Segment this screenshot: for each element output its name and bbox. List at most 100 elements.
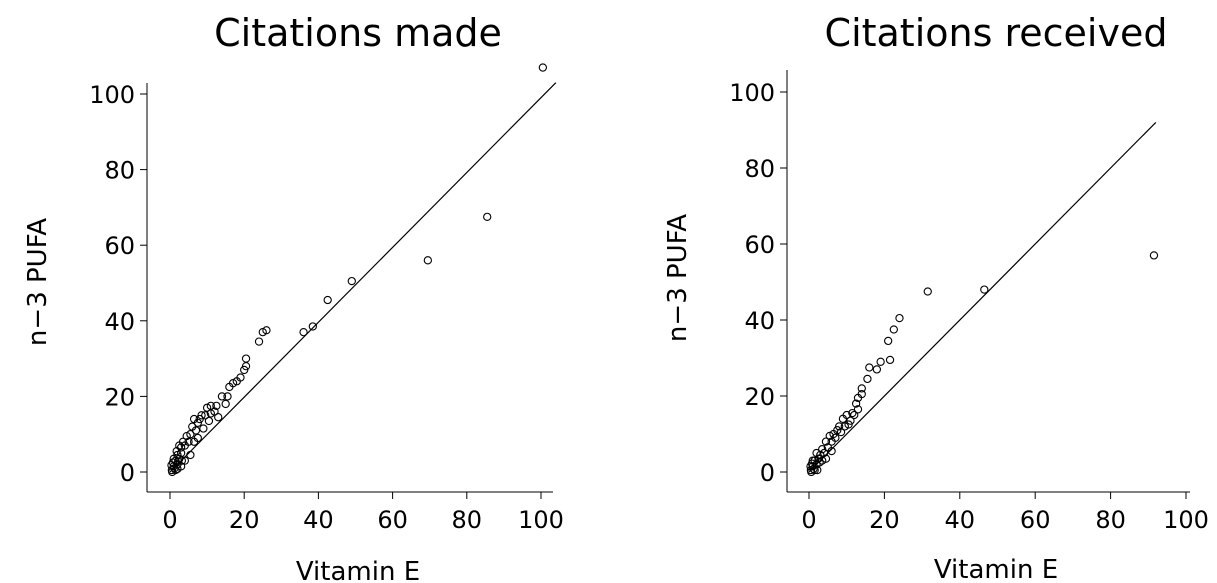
axes: 0 20 40 60 80 100 0 20 40 60 80 100 — [89, 81, 564, 534]
data-point — [884, 336, 893, 346]
chart-title: Citations received — [825, 11, 1168, 55]
y-tick-label: 80 — [744, 155, 775, 183]
y-tick-label: 20 — [104, 383, 135, 411]
x-tick-label: 0 — [162, 506, 177, 534]
data-point — [848, 408, 857, 418]
y-tick-label: 0 — [120, 459, 135, 487]
data-point — [865, 363, 874, 372]
data-point — [836, 427, 846, 437]
data-point — [241, 362, 251, 371]
x-axis-label: Vitamin E — [296, 557, 420, 583]
chart-title: Citations made — [214, 11, 502, 55]
data-point — [538, 63, 548, 72]
data-point — [347, 276, 356, 286]
x-tick-label: 20 — [229, 506, 260, 534]
data-point — [240, 365, 249, 375]
data-point — [217, 392, 227, 401]
data-point — [853, 393, 863, 403]
data-point — [863, 374, 872, 384]
data-point — [885, 355, 895, 365]
y-axis-label: n−3 PUFA — [23, 218, 53, 346]
x-tick-label: 100 — [518, 506, 564, 534]
data-point — [815, 458, 824, 467]
data-point — [189, 414, 199, 424]
data-point — [191, 426, 201, 435]
points-group — [806, 251, 1159, 477]
x-tick-label: 40 — [945, 506, 976, 534]
data-point — [193, 433, 202, 443]
data-point — [876, 357, 885, 366]
data-point — [223, 392, 232, 401]
fit-line — [808, 121, 1157, 473]
fit-line-group — [808, 121, 1157, 473]
data-point — [850, 410, 859, 420]
y-axis-label: n−3 PUFA — [663, 214, 693, 342]
data-point — [851, 399, 861, 408]
data-point — [172, 447, 181, 456]
data-point — [308, 322, 317, 331]
data-point — [821, 437, 831, 446]
data-point — [241, 354, 251, 363]
data-point — [840, 422, 849, 431]
data-point — [202, 403, 212, 412]
y-tick-label: 60 — [104, 232, 135, 260]
x-tick-label: 40 — [303, 506, 334, 534]
x-tick-label: 20 — [869, 506, 900, 534]
data-point — [857, 384, 866, 393]
chart-citations-made: Citations made Vitamin E n−3 PUFA 0 20 40 6… — [23, 11, 564, 583]
data-point — [186, 450, 195, 460]
data-point — [853, 405, 863, 414]
y-tick-label: 40 — [744, 307, 775, 335]
chart-citations-received: Citations received Vitamin E n−3 PUFA 0 2… — [663, 11, 1209, 583]
data-point — [813, 465, 822, 475]
y-tick-label: 80 — [104, 157, 135, 185]
data-point — [199, 424, 208, 433]
data-point — [201, 411, 210, 420]
data-point — [827, 446, 836, 456]
y-tick-label: 100 — [89, 81, 135, 109]
data-point — [258, 327, 267, 337]
data-point — [806, 462, 815, 471]
x-tick-label: 80 — [1095, 506, 1126, 534]
y-tick-label: 0 — [760, 459, 775, 487]
data-point — [254, 337, 264, 346]
data-point — [176, 462, 186, 471]
y-tick-label: 20 — [744, 383, 775, 411]
data-point — [323, 295, 332, 305]
x-tick-label: 60 — [377, 506, 408, 534]
axes: 0 20 40 60 80 100 0 20 40 60 80 100 — [729, 70, 1209, 534]
data-point — [923, 287, 932, 296]
data-point — [980, 285, 989, 294]
data-point — [838, 414, 848, 423]
data-point — [423, 256, 432, 265]
data-point — [812, 448, 821, 458]
y-tick-label: 100 — [729, 79, 775, 107]
data-point — [846, 416, 855, 425]
points-group — [167, 63, 548, 477]
data-point — [895, 313, 904, 323]
data-point — [210, 407, 219, 416]
data-point — [197, 411, 206, 420]
fit-line — [169, 82, 557, 473]
data-point — [872, 365, 882, 374]
data-point — [299, 327, 308, 337]
x-tick-label: 80 — [452, 506, 483, 534]
data-point — [821, 454, 831, 463]
data-point — [212, 401, 221, 410]
data-point — [225, 382, 234, 392]
data-point — [831, 433, 840, 442]
data-point — [825, 431, 834, 441]
x-tick-label: 0 — [801, 506, 816, 534]
y-tick-label: 40 — [104, 308, 135, 336]
data-point — [214, 413, 223, 422]
data-point — [1149, 251, 1159, 260]
data-point — [182, 431, 191, 441]
x-tick-label: 60 — [1020, 506, 1051, 534]
data-point — [177, 456, 187, 465]
data-point — [807, 467, 816, 477]
y-tick-label: 60 — [744, 231, 775, 259]
data-point — [180, 456, 189, 465]
data-point — [483, 212, 492, 221]
data-point — [195, 414, 204, 424]
